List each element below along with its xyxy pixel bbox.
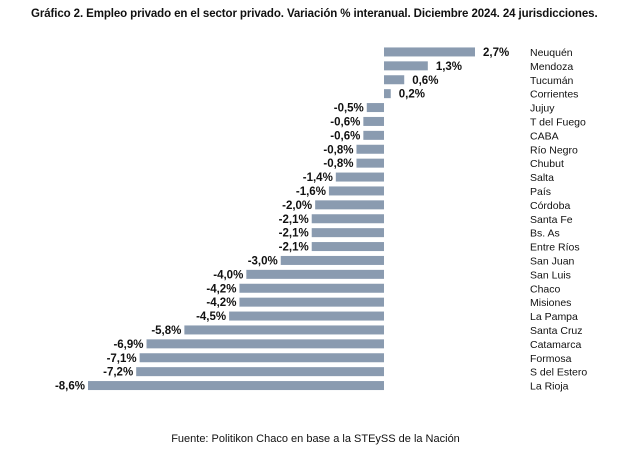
chart-title: Gráfico 2. Empleo privado en el sector p… bbox=[31, 8, 598, 20]
data-label: -0,6% bbox=[330, 116, 360, 128]
bar bbox=[246, 269, 384, 279]
bar bbox=[139, 353, 384, 363]
bar bbox=[311, 242, 384, 252]
data-label: -5,8% bbox=[151, 325, 181, 337]
data-label: -4,0% bbox=[213, 269, 243, 281]
data-label: -1,6% bbox=[296, 186, 326, 198]
bar bbox=[384, 61, 428, 71]
data-label: -7,2% bbox=[103, 367, 133, 379]
bar bbox=[239, 283, 384, 293]
bar bbox=[356, 144, 384, 154]
data-label: -1,4% bbox=[303, 172, 333, 184]
data-label: -4,5% bbox=[196, 311, 226, 323]
bar bbox=[88, 381, 384, 391]
data-label: 1,3% bbox=[436, 61, 462, 73]
category-label: Misiones bbox=[530, 297, 571, 309]
bar bbox=[280, 255, 384, 265]
category-label: País bbox=[530, 186, 551, 198]
data-label: -0,8% bbox=[323, 158, 353, 170]
bar bbox=[311, 214, 384, 224]
data-label: -2,1% bbox=[279, 228, 309, 240]
category-label: Chubut bbox=[530, 158, 564, 170]
bar bbox=[384, 47, 475, 57]
bar bbox=[363, 116, 384, 126]
category-label: Mendoza bbox=[530, 61, 573, 73]
category-label: Salta bbox=[530, 172, 554, 184]
category-label: Santa Cruz bbox=[530, 325, 583, 337]
data-label: -8,6% bbox=[55, 381, 85, 393]
category-label: Jujuy bbox=[530, 103, 555, 115]
category-label: Bs. As bbox=[530, 228, 560, 240]
data-label: -3,0% bbox=[248, 255, 278, 267]
category-label: Neuquén bbox=[530, 47, 573, 59]
bar bbox=[136, 367, 384, 377]
data-label: 0,6% bbox=[412, 75, 438, 87]
bar bbox=[229, 311, 384, 321]
category-label: Tucumán bbox=[530, 75, 574, 87]
category-label: S del Estero bbox=[530, 367, 587, 379]
bar bbox=[315, 200, 384, 210]
bar bbox=[328, 186, 384, 196]
bar bbox=[356, 158, 384, 168]
bar bbox=[184, 325, 384, 335]
data-label: -2,1% bbox=[279, 242, 309, 254]
bar bbox=[363, 130, 384, 140]
category-label: Catamarca bbox=[530, 339, 582, 351]
category-label: CABA bbox=[530, 130, 559, 142]
data-label: -7,1% bbox=[107, 353, 137, 365]
category-label: San Juan bbox=[530, 255, 575, 267]
data-label: -6,9% bbox=[113, 339, 143, 351]
data-label: -4,2% bbox=[206, 297, 236, 309]
category-label: La Pampa bbox=[530, 311, 578, 323]
category-label: Corrientes bbox=[530, 89, 578, 101]
bar bbox=[239, 297, 384, 307]
chart-source: Fuente: Politikon Chaco en base a la STE… bbox=[171, 433, 460, 445]
bar bbox=[384, 89, 391, 99]
category-label: Formosa bbox=[530, 353, 572, 365]
data-label: -0,5% bbox=[334, 103, 364, 115]
category-label: Entre Ríos bbox=[530, 242, 580, 254]
bar bbox=[366, 103, 384, 113]
category-label: Río Negro bbox=[530, 144, 578, 156]
bar bbox=[146, 339, 384, 349]
bar bbox=[335, 172, 384, 182]
category-label: T del Fuego bbox=[530, 116, 586, 128]
data-label: -2,1% bbox=[279, 214, 309, 226]
data-label: -0,6% bbox=[330, 130, 360, 142]
category-label: Chaco bbox=[530, 283, 561, 295]
bar bbox=[384, 75, 405, 85]
category-label: San Luis bbox=[530, 269, 571, 281]
data-label: 2,7% bbox=[483, 47, 509, 59]
data-label: -2,0% bbox=[282, 200, 312, 212]
data-label: 0,2% bbox=[399, 89, 425, 101]
data-label: -0,8% bbox=[323, 144, 353, 156]
data-label: -4,2% bbox=[206, 283, 236, 295]
category-label: La Rioja bbox=[530, 381, 569, 393]
category-label: Santa Fe bbox=[530, 214, 573, 226]
bar bbox=[311, 228, 384, 238]
category-label: Córdoba bbox=[530, 200, 570, 212]
